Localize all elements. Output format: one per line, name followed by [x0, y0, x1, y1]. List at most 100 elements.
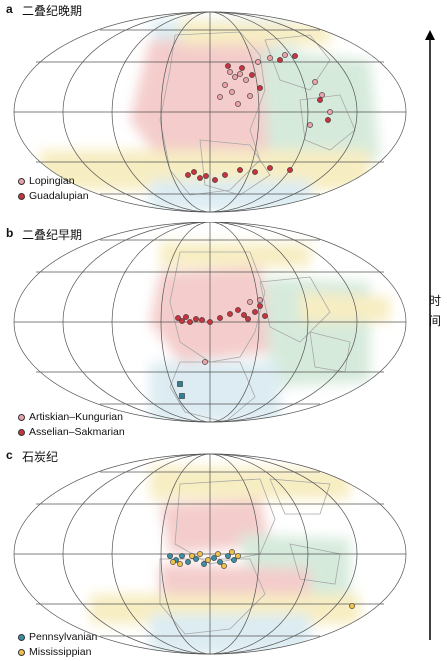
point-guadalupian	[237, 167, 243, 173]
climate-zone-blue	[150, 362, 280, 422]
point-lopingian	[217, 94, 223, 100]
point-pennsylvanian	[193, 556, 199, 562]
legend-label: Lopingian	[29, 175, 75, 187]
point-lopingian	[255, 59, 261, 65]
point-asselian-sakmarian	[187, 319, 193, 325]
point-guadalupian	[287, 167, 293, 173]
point-lopingian	[235, 101, 241, 107]
fossil-points-b	[175, 297, 268, 399]
legend-label: Artiskian–Kungurian	[29, 411, 123, 423]
point-mississippian	[215, 551, 221, 557]
panel-letter: a	[6, 2, 13, 16]
point-pennsylvanian	[201, 561, 207, 567]
legend: Lopingian Guadalupian	[18, 174, 89, 204]
point-pennsylvanian	[211, 555, 217, 561]
point-guadalupian	[225, 63, 231, 69]
legend-label: Asselian–Sakmarian	[29, 426, 125, 438]
point-lopingian	[282, 52, 288, 58]
point-mississippian	[221, 563, 227, 569]
legend-marker-artiskian-kungurian	[18, 414, 25, 421]
map-panel-c[interactable]	[10, 444, 420, 661]
point-guadalupian	[277, 57, 283, 63]
point-pennsylvanian	[185, 559, 191, 565]
point-guadalupian	[252, 169, 258, 175]
fossil-points-a	[185, 52, 333, 183]
map-panel-b[interactable]	[10, 222, 420, 444]
point-guadalupian	[267, 165, 273, 171]
point-asselian-sakmarian	[227, 311, 233, 317]
point-asselian-sakmarian	[217, 315, 223, 321]
point-asselian-sakmarian	[252, 309, 258, 315]
point-guadalupian	[317, 97, 323, 103]
climate-zone-yellow	[150, 466, 350, 499]
point-lopingian	[247, 93, 253, 99]
point-guadalupian	[222, 172, 228, 178]
point-lopingian	[319, 92, 325, 98]
point-mississippian	[229, 549, 235, 555]
panel-title: 二叠纪早期	[22, 228, 83, 242]
panel-letter: c	[6, 448, 13, 462]
point-guadalupian	[212, 177, 218, 183]
panel-b: b 二叠纪早期 Artiskian–Kungurian Asselian–Sak…	[0, 222, 447, 444]
point-square	[179, 393, 185, 399]
point-mississippian	[205, 557, 211, 563]
point-artiskian-kungurian	[247, 299, 253, 305]
point-guadalupian	[197, 175, 203, 181]
point-asselian-sakmarian	[207, 319, 213, 325]
point-guadalupian	[257, 85, 263, 91]
panel-letter: b	[6, 226, 14, 240]
panel-title: 二叠纪晚期	[22, 4, 83, 18]
legend-marker-guadalupian	[18, 193, 25, 200]
point-mississippian	[197, 551, 203, 557]
point-lopingian	[229, 89, 235, 95]
legend-item: Asselian–Sakmarian	[18, 425, 125, 440]
graticule	[13, 222, 407, 423]
legend: Artiskian–Kungurian Asselian–Sakmarian	[18, 410, 125, 440]
legend: Pennsylvanian Mississippian	[18, 630, 97, 660]
point-lopingian	[222, 82, 228, 88]
point-lopingian	[232, 74, 238, 80]
map-panel-a[interactable]	[10, 0, 420, 218]
point-lopingian	[227, 69, 233, 75]
point-artiskian-kungurian	[257, 297, 263, 303]
time-label-1: 时	[428, 294, 441, 308]
point-guadalupian	[325, 117, 331, 123]
time-arrow	[425, 30, 435, 640]
point-lopingian	[312, 79, 318, 85]
time-label-2: 间	[428, 314, 441, 328]
climate-zone-red	[150, 267, 275, 362]
point-pennsylvanian	[167, 553, 173, 559]
point-asselian-sakmarian	[199, 317, 205, 323]
legend-label: Guadalupian	[29, 190, 89, 202]
panel-c: c 石炭纪 Pennsylvanian Mississippian	[0, 444, 447, 661]
legend-marker-asselian-sakmarian	[18, 429, 25, 436]
point-asselian-sakmarian	[183, 314, 189, 320]
point-pennsylvanian	[231, 557, 237, 563]
climate-zone-red	[130, 40, 280, 160]
legend-marker-pennsylvanian	[18, 634, 25, 641]
point-asselian-sakmarian	[257, 303, 263, 309]
point-asselian-sakmarian	[175, 315, 181, 321]
point-lopingian	[243, 77, 249, 83]
graticule	[13, 453, 407, 655]
point-pennsylvanian	[217, 559, 223, 565]
legend-item: Guadalupian	[18, 189, 89, 204]
point-pennsylvanian	[179, 553, 185, 559]
fossil-points-c	[167, 549, 355, 609]
point-asselian-sakmarian	[179, 318, 185, 324]
climate-zone-blue-south	[150, 180, 310, 210]
point-artiskian-kungurian	[202, 359, 208, 365]
climate-zone-yellow-north	[180, 20, 330, 45]
point-guadalupian	[203, 173, 209, 179]
point-mississippian	[189, 553, 195, 559]
point-pennsylvanian	[225, 553, 231, 559]
climate-zone-yellow	[160, 242, 310, 267]
legend-item: Lopingian	[18, 174, 89, 189]
point-lopingian	[307, 122, 313, 128]
point-asselian-sakmarian	[245, 316, 251, 322]
panel-title: 石炭纪	[22, 450, 59, 464]
legend-label: Pennsylvanian	[29, 631, 98, 643]
point-asselian-sakmarian	[193, 316, 199, 322]
climate-zone-blue	[150, 614, 310, 654]
legend-marker-lopingian	[18, 178, 25, 185]
